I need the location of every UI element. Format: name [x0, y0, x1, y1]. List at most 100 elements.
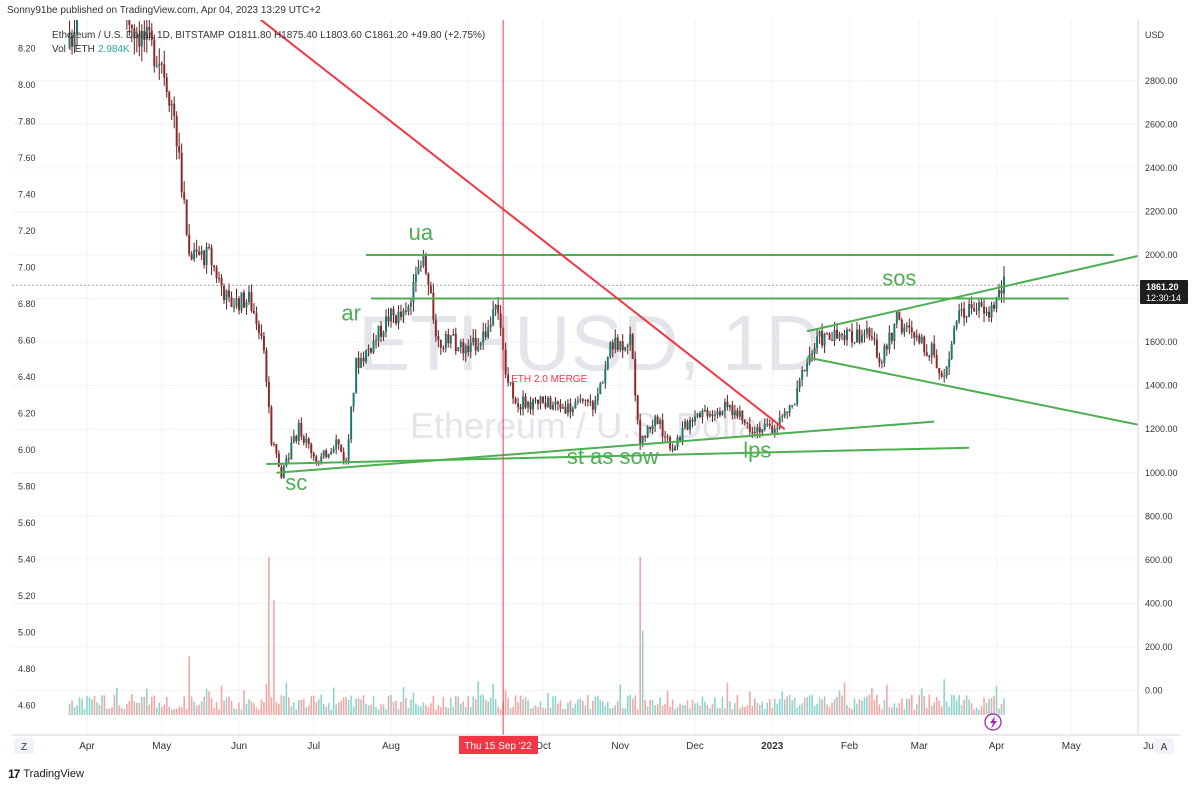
zoom-right-button[interactable] — [1154, 738, 1174, 754]
volume-bar — [512, 706, 514, 715]
candle-body — [796, 387, 799, 405]
annotation-ua: ua — [409, 220, 434, 245]
volume-bar — [173, 709, 176, 715]
time-axis[interactable]: AprMayJunJulAugSepOctNovDec2023FebMarApr… — [79, 741, 1154, 752]
time-axis-tick: Feb — [841, 741, 859, 752]
candle-body — [135, 35, 138, 39]
candle-body — [499, 313, 502, 328]
trend-line[interactable] — [806, 247, 1172, 333]
volume-bar — [970, 703, 973, 715]
volume-bar — [208, 691, 210, 715]
volume-bar — [554, 695, 557, 715]
volume-bar — [168, 706, 171, 715]
volume-bar — [793, 698, 796, 715]
trend-line[interactable] — [806, 356, 1172, 433]
right-axis-tick: 1200.00 — [1145, 424, 1178, 434]
candle-body — [611, 342, 614, 350]
volume-bar — [744, 707, 746, 715]
volume-bar — [886, 684, 888, 715]
left-axis[interactable]: 8.20 8.00 7.80 7.60 7.40 7.20 7.00 6.80 6.60 6.40… — [18, 44, 36, 711]
candle-body — [242, 292, 245, 308]
candle-body — [965, 316, 968, 318]
volume-bar — [106, 708, 108, 715]
volume-bar — [898, 702, 901, 715]
volume-bar — [245, 703, 248, 715]
volume-bar — [265, 683, 268, 715]
candle-body — [748, 423, 751, 432]
candle-body — [320, 456, 323, 462]
zoom-left-button[interactable] — [14, 738, 34, 754]
volume-bar — [990, 698, 993, 715]
volume-bar — [430, 703, 432, 715]
candle-body — [624, 346, 627, 351]
candle-body — [838, 333, 841, 339]
volume-bar — [377, 709, 380, 715]
candle-body — [203, 250, 206, 266]
candle-body — [158, 63, 161, 66]
trend-line[interactable] — [172, 20, 786, 430]
volume-bar — [387, 695, 390, 715]
volume-bar — [711, 703, 714, 715]
trend-line[interactable] — [266, 446, 970, 466]
volume-bar — [950, 694, 953, 715]
volume-bar — [798, 705, 801, 715]
volume-bar — [866, 696, 868, 715]
candle-body — [487, 327, 490, 338]
volume-bar — [392, 701, 395, 715]
trend-drawings[interactable] — [12, 20, 1172, 474]
volume-bar — [228, 696, 230, 715]
volume-bar — [584, 705, 587, 715]
volume-bar — [602, 701, 604, 715]
candle-body — [858, 329, 861, 343]
volume-bar — [103, 695, 106, 715]
alert-lightning-icon[interactable] — [984, 713, 1002, 731]
volume-bar — [639, 556, 641, 715]
candle-body — [257, 324, 260, 333]
volume-bar — [205, 688, 208, 715]
tradingview-logo-icon: 17 — [8, 767, 20, 781]
time-axis-tick: Apr — [79, 741, 95, 752]
candle-body — [938, 367, 941, 374]
volume-bar — [943, 679, 945, 715]
legend-volume-label: Vol · ETH — [52, 44, 95, 55]
candle-body — [504, 349, 507, 375]
tradingview-logo[interactable]: 17 TradingView — [8, 767, 84, 781]
candle-body — [539, 396, 542, 404]
candle-body — [198, 251, 201, 255]
volume-bar — [243, 690, 245, 715]
volume-bar — [876, 694, 878, 715]
candle-body — [679, 437, 682, 441]
price-chart[interactable]: ETHUSD, 1D Ethereum / U.S. Dollar ETH 2.… — [0, 20, 1200, 762]
volume-bar — [76, 705, 78, 715]
right-axis-tick: 2000.00 — [1145, 250, 1178, 260]
candle-body — [233, 306, 236, 308]
candle-body — [878, 357, 881, 363]
candle-body — [846, 329, 848, 341]
candle-body — [432, 292, 435, 320]
candle-body — [816, 336, 819, 349]
volume-bar — [405, 698, 407, 715]
volume-bar — [148, 704, 151, 715]
volume-bar — [664, 704, 666, 715]
volume-bar — [975, 707, 978, 715]
volume-bar — [497, 706, 499, 715]
trend-line[interactable] — [276, 420, 935, 474]
candle-body — [220, 278, 223, 287]
candle-body — [370, 348, 373, 353]
volume-bar — [175, 708, 178, 715]
candle-body — [703, 410, 706, 412]
candle-body — [347, 439, 350, 461]
volume-bar — [666, 690, 669, 715]
candle-body — [923, 336, 926, 353]
volume-bar — [459, 703, 462, 715]
volume-bar — [893, 703, 896, 715]
candle-body — [173, 103, 176, 117]
candle-body — [130, 24, 133, 29]
left-axis-tick: 6.80 — [18, 299, 36, 309]
volume-bar — [871, 688, 873, 715]
candle-body — [355, 357, 358, 393]
volume-bar — [362, 695, 365, 715]
candle-body — [873, 338, 876, 340]
candle-body — [327, 454, 330, 458]
volume-bar — [681, 705, 684, 715]
